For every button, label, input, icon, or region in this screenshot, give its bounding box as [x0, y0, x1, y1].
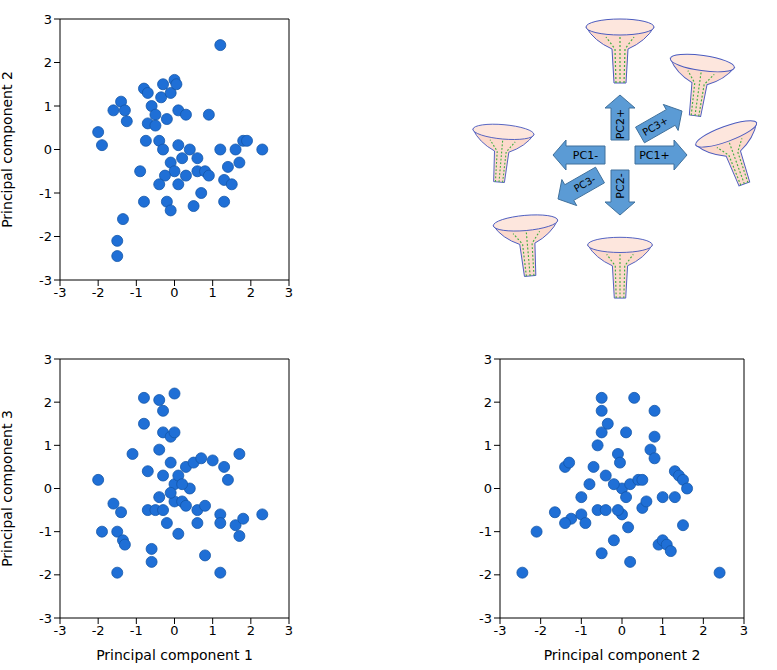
svg-text:0: 0 [484, 481, 492, 496]
svg-text:3: 3 [44, 12, 52, 27]
svg-text:-1: -1 [479, 524, 492, 539]
svg-text:1: 1 [484, 438, 492, 453]
svg-text:3: 3 [484, 352, 492, 367]
svg-text:3: 3 [740, 623, 748, 638]
svg-text:1: 1 [209, 623, 217, 638]
svg-text:-2: -2 [92, 285, 105, 300]
svg-text:PC1+: PC1+ [639, 149, 670, 162]
svg-text:PC2-: PC2- [614, 173, 627, 198]
svg-text:1: 1 [44, 438, 52, 453]
svg-text:2: 2 [247, 623, 255, 638]
svg-text:-3: -3 [39, 273, 52, 288]
svg-text:PC2+: PC2+ [614, 109, 627, 140]
svg-text:-3: -3 [54, 285, 67, 300]
svg-text:1: 1 [44, 99, 52, 114]
svg-text:PC1-: PC1- [573, 149, 598, 162]
svg-text:2: 2 [44, 55, 52, 70]
svg-text:-3: -3 [494, 623, 507, 638]
svg-text:1: 1 [659, 623, 667, 638]
svg-text:2: 2 [484, 395, 492, 410]
svg-text:0: 0 [170, 623, 178, 638]
svg-text:Principal component 2: Principal component 2 [0, 71, 15, 228]
svg-text:Principal component 1: Principal component 1 [96, 647, 253, 663]
svg-text:Principal component 2: Principal component 2 [544, 647, 701, 663]
svg-text:-1: -1 [130, 285, 143, 300]
svg-text:-1: -1 [130, 623, 143, 638]
svg-text:-3: -3 [39, 611, 52, 626]
svg-text:0: 0 [170, 285, 178, 300]
svg-text:-1: -1 [575, 623, 588, 638]
svg-text:-1: -1 [39, 186, 52, 201]
svg-text:-1: -1 [39, 524, 52, 539]
svg-text:-3: -3 [479, 611, 492, 626]
svg-text:-2: -2 [534, 623, 547, 638]
svg-text:2: 2 [699, 623, 707, 638]
svg-text:PC3-: PC3- [572, 173, 598, 194]
svg-text:-2: -2 [479, 567, 492, 582]
svg-text:3: 3 [285, 285, 293, 300]
svg-text:3: 3 [44, 352, 52, 367]
svg-text:3: 3 [285, 623, 293, 638]
svg-text:2: 2 [247, 285, 255, 300]
svg-text:-3: -3 [54, 623, 67, 638]
svg-text:1: 1 [209, 285, 217, 300]
svg-text:-2: -2 [39, 567, 52, 582]
svg-text:-2: -2 [92, 623, 105, 638]
svg-text:-2: -2 [39, 229, 52, 244]
svg-text:2: 2 [44, 395, 52, 410]
svg-text:0: 0 [44, 481, 52, 496]
svg-text:0: 0 [44, 142, 52, 157]
svg-text:Principal component 3: Principal component 3 [0, 410, 15, 567]
svg-text:PC3+: PC3+ [641, 115, 671, 138]
svg-text:0: 0 [618, 623, 626, 638]
